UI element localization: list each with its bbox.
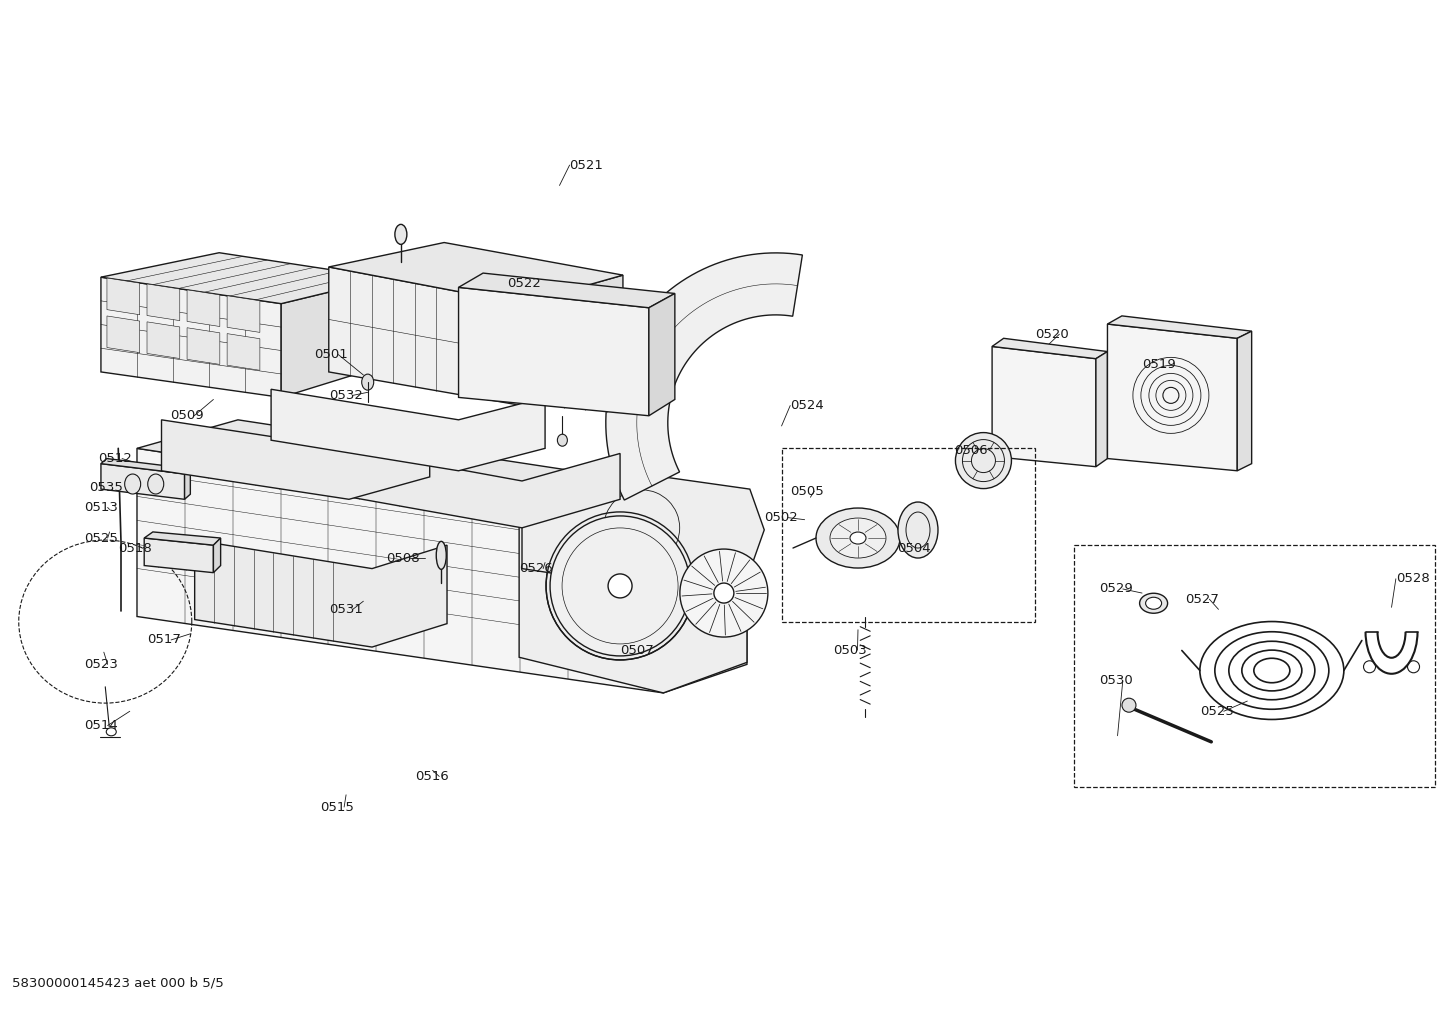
Ellipse shape xyxy=(558,434,567,446)
Polygon shape xyxy=(459,287,649,416)
Polygon shape xyxy=(147,322,180,359)
Text: 0517: 0517 xyxy=(147,634,180,646)
Text: 0512: 0512 xyxy=(98,452,131,465)
Ellipse shape xyxy=(437,541,446,570)
Polygon shape xyxy=(187,328,219,365)
Polygon shape xyxy=(1096,352,1107,467)
Text: 0516: 0516 xyxy=(415,770,448,783)
Ellipse shape xyxy=(679,549,769,637)
Ellipse shape xyxy=(816,508,900,568)
Polygon shape xyxy=(992,338,1107,359)
Bar xyxy=(1074,545,1435,787)
Polygon shape xyxy=(107,278,140,315)
Ellipse shape xyxy=(1145,597,1162,609)
Text: 0535: 0535 xyxy=(89,481,123,493)
Text: 0526: 0526 xyxy=(519,562,552,575)
Polygon shape xyxy=(329,243,623,304)
Text: 0502: 0502 xyxy=(764,512,797,524)
Polygon shape xyxy=(101,464,185,499)
Polygon shape xyxy=(281,278,386,397)
Polygon shape xyxy=(649,293,675,416)
Text: 0503: 0503 xyxy=(833,644,867,656)
Polygon shape xyxy=(107,316,140,353)
Polygon shape xyxy=(459,273,675,308)
Text: 0529: 0529 xyxy=(1099,583,1132,595)
Polygon shape xyxy=(137,448,663,693)
Ellipse shape xyxy=(362,374,373,390)
Text: 0520: 0520 xyxy=(1035,328,1069,340)
Polygon shape xyxy=(185,469,190,499)
Text: 0525: 0525 xyxy=(84,532,117,544)
Ellipse shape xyxy=(580,324,597,344)
Text: 0525: 0525 xyxy=(1200,705,1233,717)
Text: 0508: 0508 xyxy=(386,552,420,565)
Polygon shape xyxy=(213,538,221,573)
Polygon shape xyxy=(271,389,545,471)
Polygon shape xyxy=(144,538,213,573)
Polygon shape xyxy=(1107,324,1237,471)
Text: 0527: 0527 xyxy=(1185,593,1218,605)
Polygon shape xyxy=(228,333,260,370)
Text: 0504: 0504 xyxy=(897,542,930,554)
Ellipse shape xyxy=(549,516,691,656)
Text: 58300000145423 aet 000 b 5/5: 58300000145423 aet 000 b 5/5 xyxy=(12,976,224,989)
Polygon shape xyxy=(147,284,180,321)
Polygon shape xyxy=(101,253,386,304)
Text: 0507: 0507 xyxy=(620,644,653,656)
Text: 0532: 0532 xyxy=(329,389,362,401)
Text: 0501: 0501 xyxy=(314,348,348,361)
Text: 0518: 0518 xyxy=(118,542,151,554)
Polygon shape xyxy=(228,296,260,332)
Ellipse shape xyxy=(124,474,141,494)
Bar xyxy=(782,448,1035,622)
Ellipse shape xyxy=(956,433,1011,488)
Text: 0522: 0522 xyxy=(508,277,541,289)
Ellipse shape xyxy=(609,574,632,598)
Ellipse shape xyxy=(395,224,407,245)
Text: 0524: 0524 xyxy=(790,399,823,412)
Text: 0523: 0523 xyxy=(84,658,117,671)
Ellipse shape xyxy=(898,502,937,558)
Ellipse shape xyxy=(1139,593,1168,613)
Text: 0521: 0521 xyxy=(570,159,603,171)
Polygon shape xyxy=(187,289,219,326)
Ellipse shape xyxy=(714,583,734,603)
Polygon shape xyxy=(522,275,623,406)
Ellipse shape xyxy=(849,532,867,544)
Polygon shape xyxy=(663,497,747,693)
Polygon shape xyxy=(144,532,221,545)
Polygon shape xyxy=(329,267,522,406)
Text: 0509: 0509 xyxy=(170,410,203,422)
Text: 0519: 0519 xyxy=(1142,359,1175,371)
Polygon shape xyxy=(277,436,620,528)
Polygon shape xyxy=(1237,331,1252,471)
Text: 0514: 0514 xyxy=(84,719,117,732)
Polygon shape xyxy=(992,346,1096,467)
Polygon shape xyxy=(1107,316,1252,338)
Text: 0515: 0515 xyxy=(320,801,353,813)
Ellipse shape xyxy=(147,474,164,494)
Polygon shape xyxy=(101,277,281,397)
Text: 0513: 0513 xyxy=(84,501,117,514)
Text: 0505: 0505 xyxy=(790,485,823,497)
Text: 0530: 0530 xyxy=(1099,675,1132,687)
Text: 0506: 0506 xyxy=(955,444,988,457)
Ellipse shape xyxy=(1122,698,1136,712)
Text: 0528: 0528 xyxy=(1396,573,1429,585)
Polygon shape xyxy=(519,491,747,693)
Ellipse shape xyxy=(831,518,885,558)
Polygon shape xyxy=(195,540,447,647)
Polygon shape xyxy=(606,253,802,500)
Polygon shape xyxy=(101,459,190,474)
Polygon shape xyxy=(162,420,430,499)
Polygon shape xyxy=(522,469,764,591)
Polygon shape xyxy=(137,420,747,528)
Text: 0531: 0531 xyxy=(329,603,362,615)
